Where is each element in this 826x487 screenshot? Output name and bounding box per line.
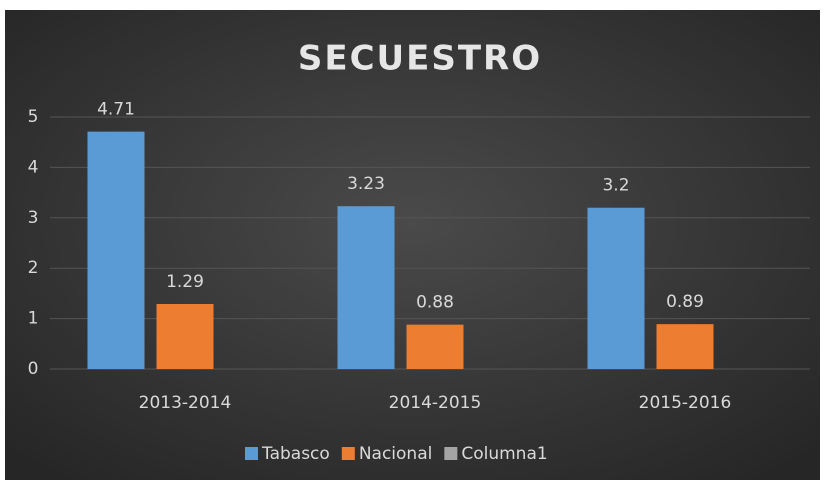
y-tick-label: 3	[28, 208, 39, 228]
data-label: 4.71	[97, 100, 135, 120]
data-label: 3.2	[602, 176, 629, 196]
y-tick-label: 0	[28, 359, 39, 379]
legend-label: Nacional	[359, 444, 433, 464]
chart-title: SECUESTRO	[298, 39, 542, 79]
y-tick-label: 1	[28, 309, 39, 329]
data-label: 0.89	[666, 292, 704, 312]
data-label: 1.29	[166, 272, 204, 292]
legend-swatch	[444, 447, 458, 460]
x-tick-label: 2013-2014	[139, 393, 232, 413]
bar	[656, 324, 714, 369]
legend-swatch	[245, 447, 258, 460]
bar	[587, 207, 645, 369]
y-tick-label: 4	[28, 157, 39, 177]
bar	[87, 131, 145, 369]
data-label: 3.23	[347, 174, 385, 194]
legend-label: Tabasco	[261, 444, 330, 464]
bar	[156, 303, 214, 369]
x-tick-label: 2015-2016	[639, 393, 732, 413]
legend-label: Columna1	[461, 444, 547, 464]
y-tick-label: 2	[28, 258, 39, 278]
legend-swatch	[341, 447, 355, 460]
bar	[337, 206, 395, 369]
bar	[406, 324, 464, 369]
y-tick-label: 5	[28, 107, 39, 127]
data-label: 0.88	[416, 293, 454, 313]
x-tick-label: 2014-2015	[389, 393, 482, 413]
